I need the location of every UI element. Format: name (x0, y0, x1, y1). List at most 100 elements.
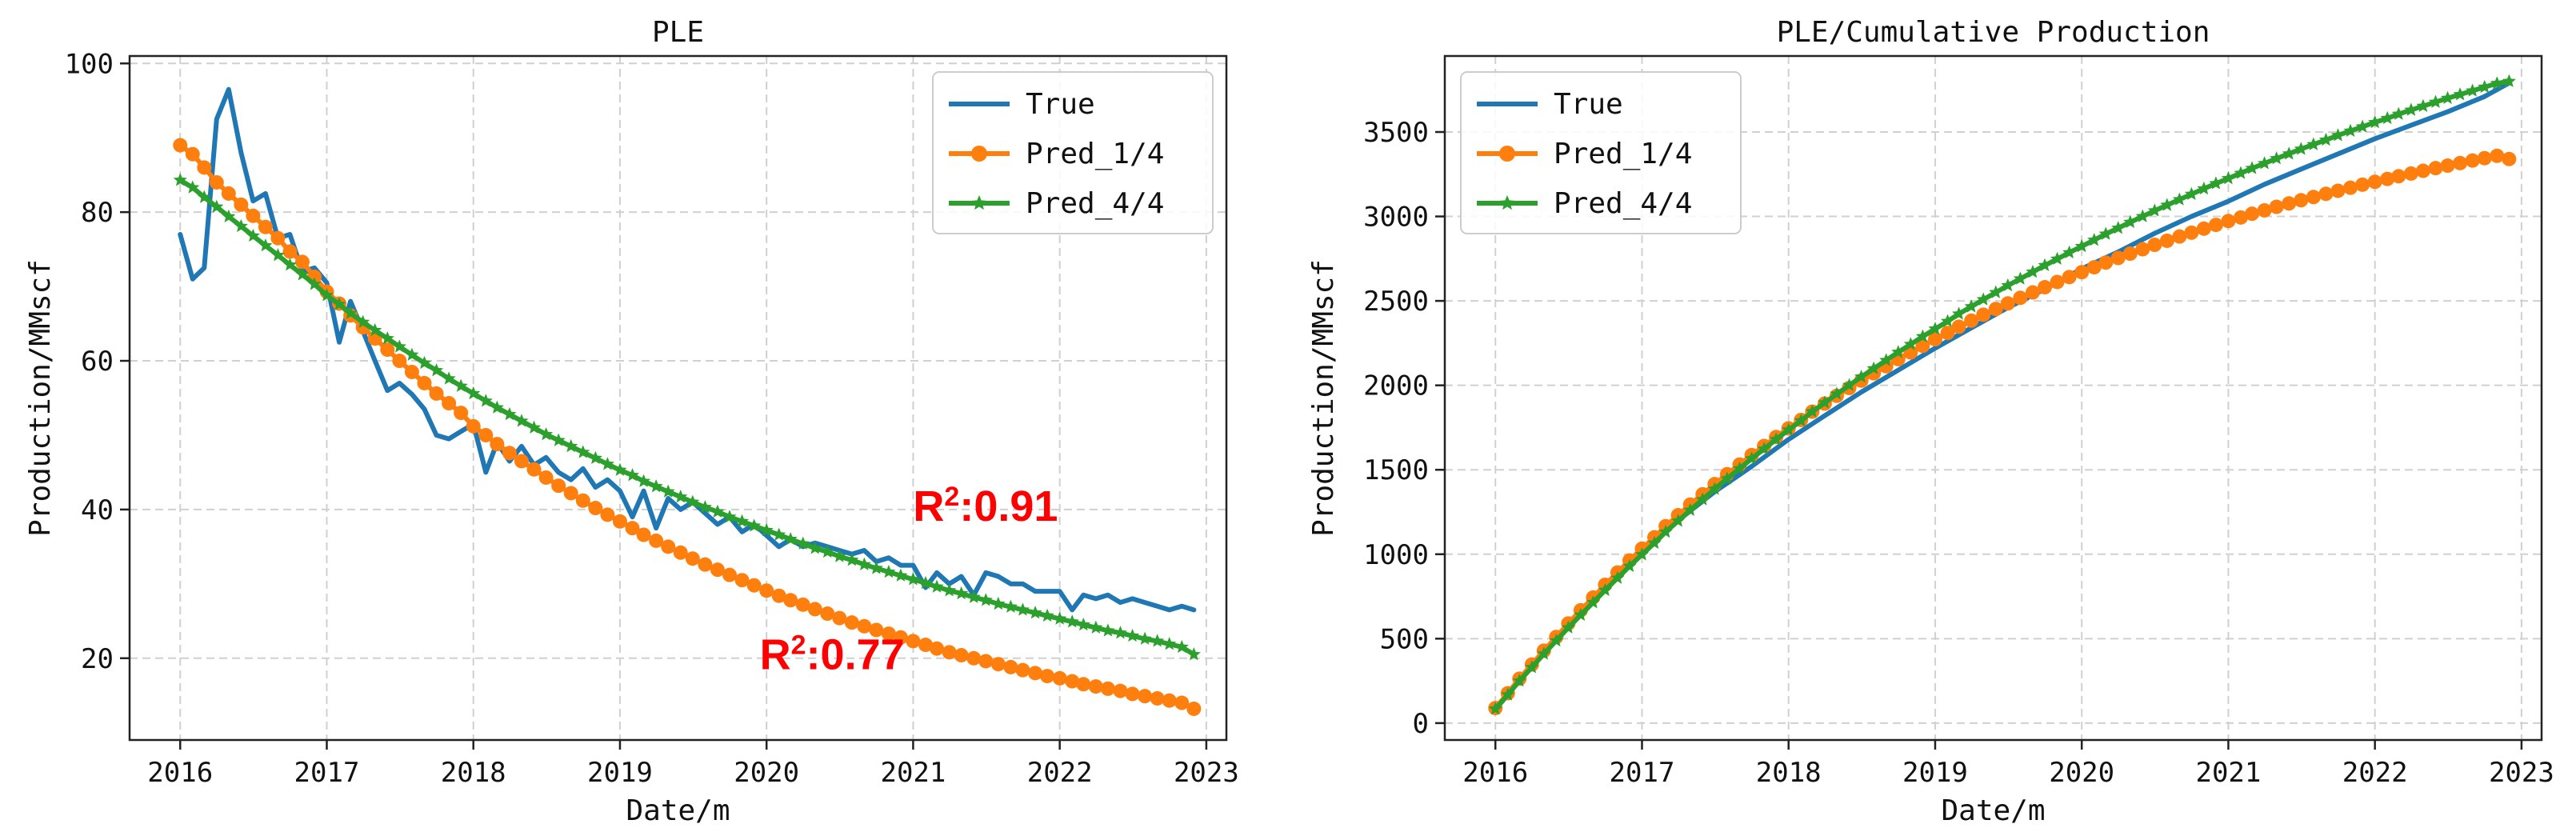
data-point-pred-1-4 (771, 588, 786, 603)
data-point-pred-1-4 (2380, 171, 2395, 186)
data-point-pred-4-4 (869, 561, 883, 574)
data-point-pred-4-4 (1842, 378, 1857, 391)
r-squared-annotation: R2:0.77 (760, 630, 905, 679)
data-point-pred-1-4 (270, 230, 286, 246)
annotation-superscript: 2 (944, 482, 959, 512)
data-point-pred-1-4 (429, 386, 444, 401)
legend-label: True (1026, 88, 1095, 121)
data-point-pred-1-4 (2110, 250, 2126, 266)
legend-entry-pred-1-4: Pred_1/4 (949, 138, 1164, 170)
data-point-pred-4-4 (588, 450, 602, 465)
data-point-pred-4-4 (466, 386, 481, 400)
data-point-pred-4-4 (710, 504, 725, 518)
data-point-pred-1-4 (294, 254, 310, 270)
y-tick-label: 500 (1380, 623, 1429, 655)
data-point-pred-4-4 (246, 228, 260, 242)
data-point-pred-4-4 (551, 433, 566, 446)
data-point-pred-1-4 (2269, 199, 2284, 214)
data-point-pred-4-4 (857, 557, 871, 570)
data-point-pred-1-4 (954, 648, 969, 663)
data-point-pred-1-4 (234, 197, 249, 212)
data-point-pred-4-4 (1915, 329, 1930, 342)
data-point-pred-4-4 (368, 322, 382, 337)
y-axis-label: Production/MMscf (1307, 259, 1340, 537)
data-point-pred-4-4 (966, 590, 981, 603)
data-point-pred-4-4 (894, 568, 908, 582)
data-point-pred-1-4 (1125, 686, 1140, 702)
data-point-pred-4-4 (1805, 404, 1819, 418)
y-tick-label: 3500 (1363, 117, 1429, 149)
data-point-pred-4-4 (1989, 285, 2003, 298)
data-point-pred-1-4 (2428, 161, 2443, 176)
legend-label: Pred_4/4 (1554, 187, 1692, 220)
data-point-pred-4-4 (490, 400, 504, 414)
chart-title: PLE/Cumulative Production (1777, 16, 2210, 49)
data-point-pred-4-4 (1028, 606, 1042, 619)
data-point-pred-4-4 (1794, 414, 1808, 427)
data-point-pred-1-4 (1076, 677, 1091, 692)
data-point-pred-1-4 (417, 375, 432, 390)
data-point-pred-1-4 (575, 493, 590, 508)
data-point-pred-4-4 (747, 518, 762, 532)
data-point-pred-1-4 (636, 527, 651, 542)
data-point-pred-1-4 (2050, 274, 2065, 290)
legend-box (932, 71, 1214, 234)
data-point-pred-1-4 (1150, 690, 1165, 706)
data-point-pred-4-4 (2098, 226, 2113, 240)
data-point-pred-4-4 (600, 457, 614, 470)
data-point-pred-4-4 (2318, 132, 2333, 146)
data-point-pred-1-4 (2122, 246, 2138, 261)
legend-label: Pred_1/4 (1554, 138, 1692, 170)
r-squared-annotation: R2:0.91 (913, 482, 1058, 530)
legend-label: Pred_1/4 (1026, 138, 1164, 170)
data-point-pred-4-4 (502, 406, 517, 421)
data-point-pred-4-4 (526, 420, 542, 434)
data-point-pred-4-4 (356, 314, 370, 328)
ticks: 2016 2017 2018 2019 2020 2021 2022 2023 20 40 60 80… (65, 48, 1239, 789)
data-point-pred-4-4 (772, 527, 786, 541)
data-point-pred-4-4 (1549, 633, 1563, 647)
data-point-pred-4-4 (1150, 634, 1165, 647)
data-point-pred-4-4 (942, 583, 957, 597)
data-point-pred-4-4 (722, 510, 737, 523)
data-point-pred-4-4 (735, 514, 750, 528)
data-point-pred-1-4 (942, 645, 957, 660)
data-point-pred-1-4 (1940, 326, 1955, 341)
data-point-pred-4-4 (1658, 524, 1673, 538)
data-point-pred-1-4 (1040, 669, 1055, 684)
data-point-pred-1-4 (1028, 666, 1043, 681)
data-point-pred-1-4 (759, 583, 774, 598)
series-pred-1-4 (173, 138, 1202, 716)
data-point-pred-1-4 (2074, 265, 2090, 280)
data-point-pred-1-4 (966, 650, 982, 666)
data-point-pred-4-4 (1065, 614, 1079, 628)
x-tick-label: 2018 (1756, 757, 1822, 789)
data-point-pred-1-4 (2013, 290, 2028, 306)
data-point-pred-4-4 (2172, 192, 2186, 206)
data-point-pred-1-4 (2233, 210, 2248, 225)
legend-marker (971, 146, 987, 162)
data-point-pred-1-4 (2343, 180, 2358, 195)
data-point-pred-4-4 (1537, 646, 1551, 660)
data-point-pred-1-4 (2208, 218, 2223, 233)
series-line-pred-4-4 (178, 178, 1197, 658)
data-point-pred-1-4 (502, 446, 517, 461)
data-point-pred-4-4 (1818, 395, 1832, 409)
data-point-pred-4-4 (2343, 123, 2358, 138)
data-point-pred-1-4 (2184, 225, 2199, 240)
data-point-pred-4-4 (2001, 278, 2015, 292)
data-point-pred-4-4 (2111, 221, 2126, 234)
data-point-pred-4-4 (2502, 74, 2516, 87)
data-point-pred-1-4 (2415, 163, 2430, 178)
data-point-pred-4-4 (564, 438, 578, 453)
data-point-pred-1-4 (1065, 674, 1080, 689)
data-point-pred-1-4 (893, 630, 908, 645)
data-point-pred-4-4 (808, 541, 822, 554)
data-point-pred-4-4 (1891, 345, 1906, 358)
x-tick-label: 2019 (1902, 757, 1968, 789)
y-tick-label: 20 (81, 643, 114, 675)
data-point-pred-1-4 (1113, 683, 1128, 698)
y-tick-label: 3000 (1363, 202, 1429, 234)
data-point-pred-4-4 (1707, 482, 1722, 495)
annotation-value: :0.91 (959, 482, 1058, 530)
